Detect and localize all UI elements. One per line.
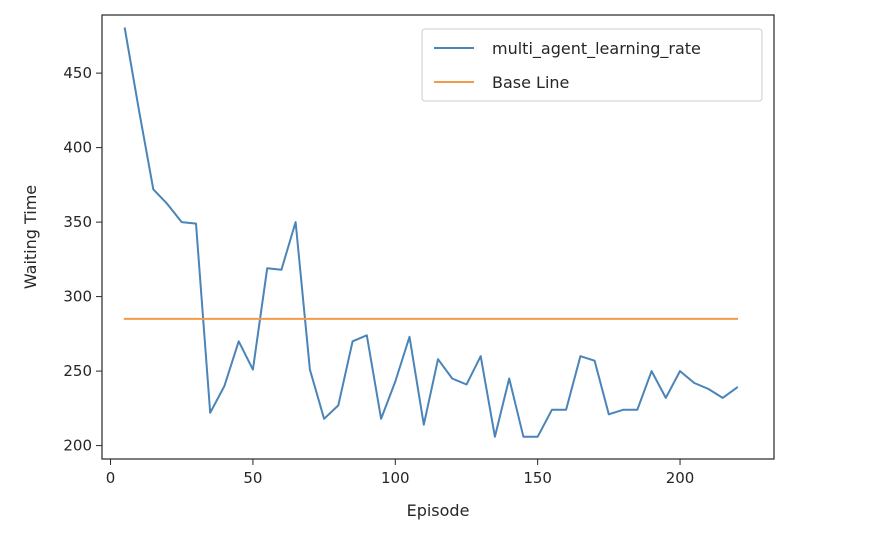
axis-ticks: 0 50 100 150 200 200 250 300 350 400 450 xyxy=(63,64,694,487)
legend-entry-base-line: Base Line xyxy=(492,73,569,92)
y-axis-title: Waiting Time xyxy=(21,185,40,289)
x-axis-title: Episode xyxy=(407,501,470,520)
legend: multi_agent_learning_rate Base Line xyxy=(421,28,763,102)
x-tick-label: 50 xyxy=(243,469,262,487)
y-tick-label: 250 xyxy=(63,362,92,380)
y-tick-label: 300 xyxy=(63,288,92,306)
x-tick-label: 0 xyxy=(106,469,116,487)
x-tick-label: 150 xyxy=(523,469,552,487)
axes-frame xyxy=(101,14,775,460)
series-line-multi-agent-learning-rate xyxy=(123,27,739,438)
legend-entry-multi-agent-learning-rate: multi_agent_learning_rate xyxy=(492,39,701,59)
y-tick-label: 200 xyxy=(63,437,92,455)
x-tick-label: 100 xyxy=(381,469,410,487)
x-tick-label: 200 xyxy=(666,469,695,487)
y-tick-label: 450 xyxy=(63,64,92,82)
legend-box xyxy=(421,28,763,102)
y-tick-label: 350 xyxy=(63,213,92,231)
plot-area xyxy=(123,27,739,438)
y-tick-label: 400 xyxy=(63,139,92,157)
